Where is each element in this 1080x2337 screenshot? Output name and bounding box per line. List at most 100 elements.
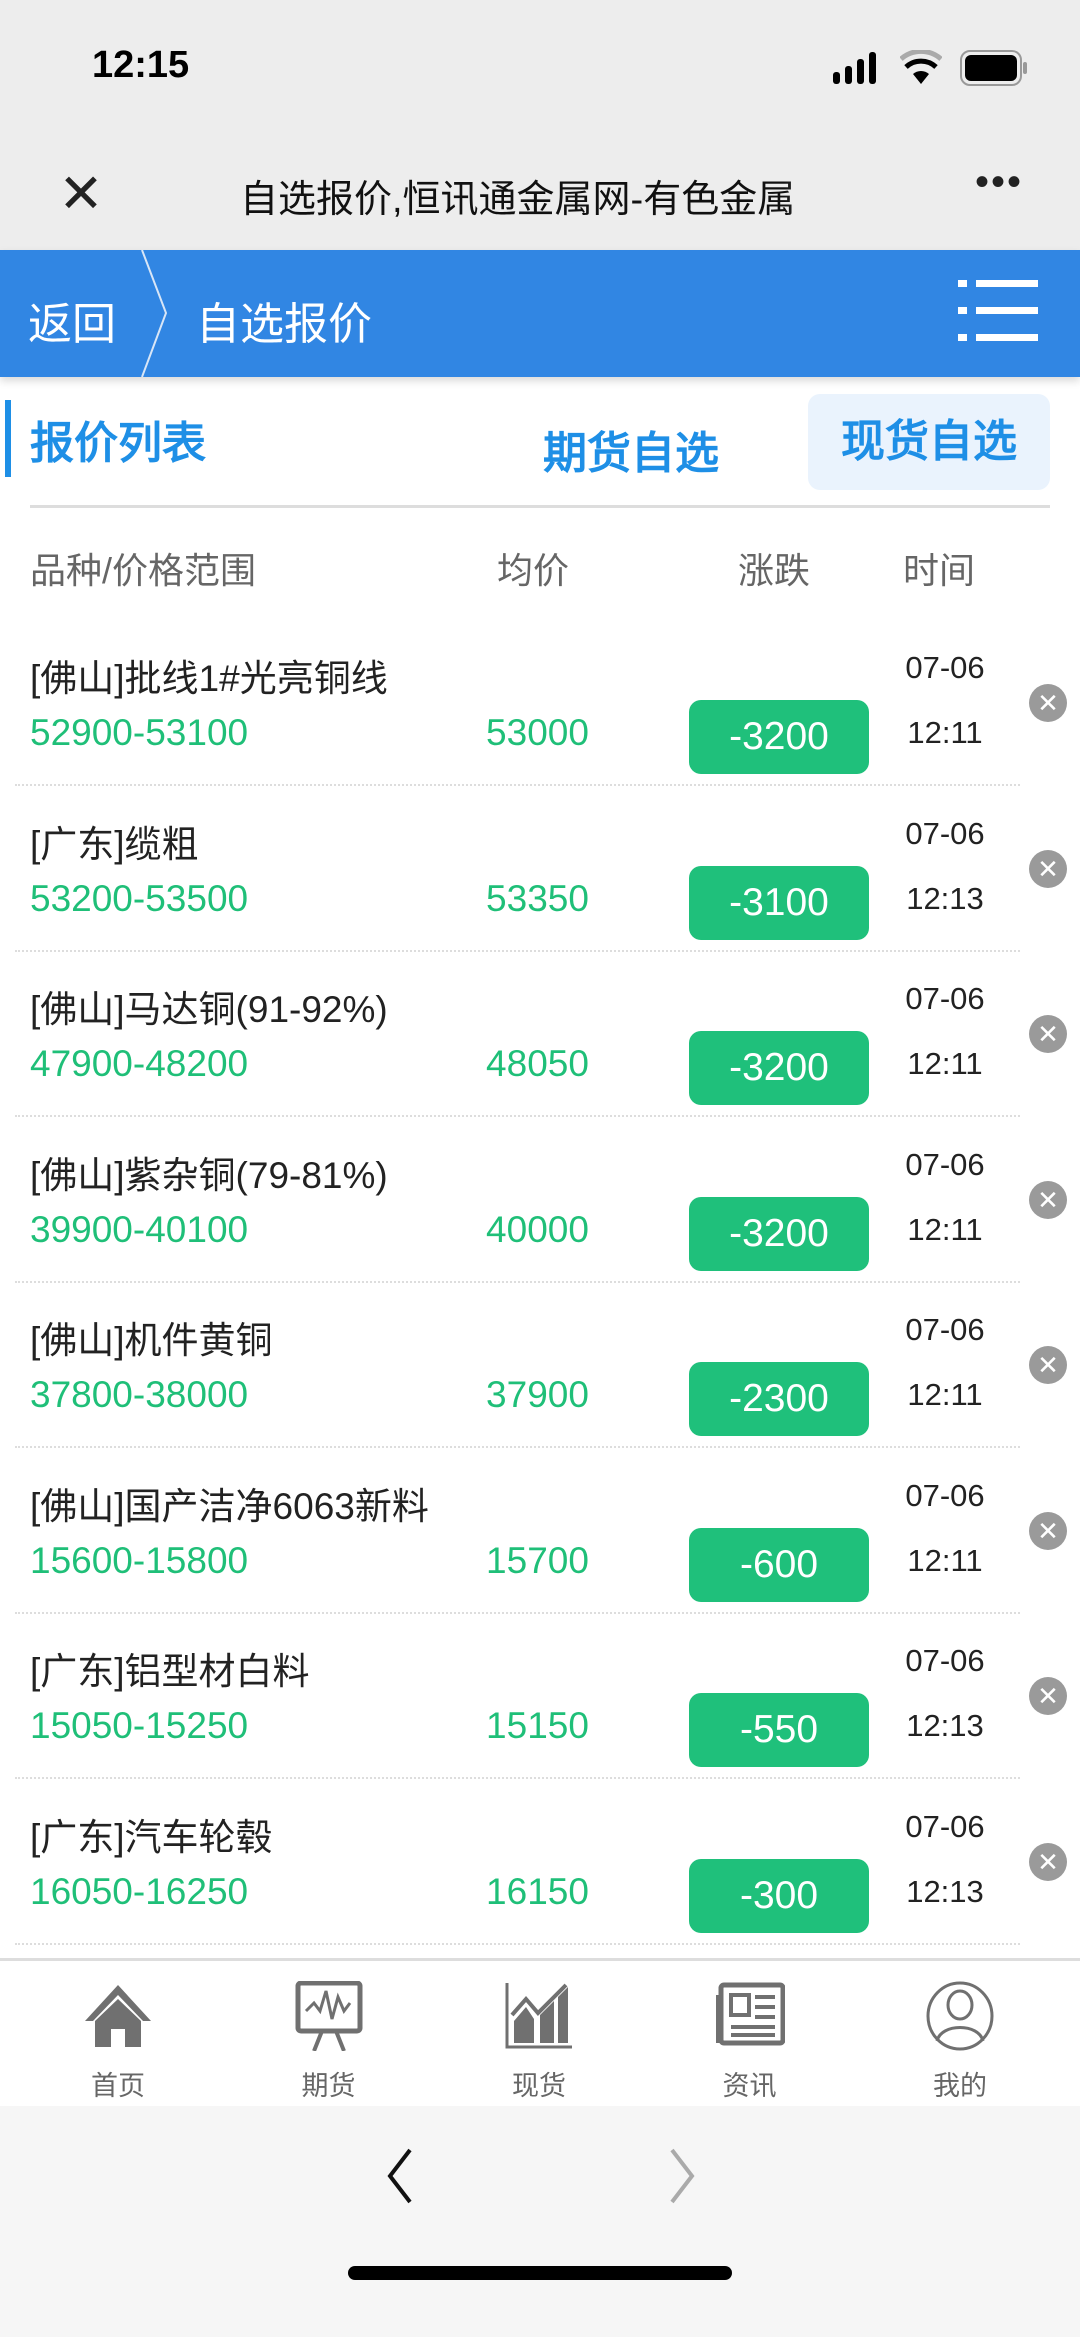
quote-date: 07-06 — [905, 1808, 985, 1844]
section-accent-bar — [5, 400, 11, 477]
item-name: [广东]缆粗 — [30, 823, 199, 865]
presentation-chart-icon — [295, 1981, 362, 2051]
page-title: 自选报价,恒讯通金属网-有色金属 — [240, 179, 796, 221]
tab-label: 现货 — [512, 2071, 566, 2101]
menu-list-icon[interactable] — [958, 280, 1038, 342]
remove-icon[interactable]: ✕ — [1029, 1015, 1067, 1053]
price-range: 39900-40100 — [30, 1208, 249, 1250]
change-badge: -3200 — [689, 1031, 869, 1105]
app-header: 返回 自选报价 — [0, 250, 1080, 377]
average-price: 40000 — [486, 1208, 589, 1250]
average-price: 48050 — [486, 1043, 589, 1084]
column-header-change: 涨跌 — [738, 550, 811, 591]
close-icon[interactable]: ✕ — [58, 164, 104, 224]
row-divider — [15, 1611, 1020, 1614]
quote-date: 07-06 — [905, 815, 985, 851]
status-bar: 12:15 — [0, 0, 1080, 140]
change-badge: -550 — [689, 1693, 869, 1767]
browser-back-icon[interactable] — [380, 2146, 420, 2206]
change-badge: -3200 — [689, 700, 869, 774]
quote-time: 12:13 — [906, 1708, 984, 1743]
row-divider — [15, 1777, 1020, 1779]
home-indicator — [348, 2266, 732, 2280]
quote-row[interactable]: [广东]汽车轮毂 16050-16250 16150 -300 07-06 12:13 ✕ — [0, 1779, 1080, 1945]
remove-icon[interactable]: ✕ — [1029, 1346, 1067, 1384]
price-range: 53200-53500 — [30, 877, 249, 919]
average-price: 16150 — [486, 1870, 589, 1912]
item-name: [广东]铝型材白料 — [30, 1651, 310, 1692]
row-divider — [15, 1446, 1020, 1448]
price-range: 15600-15800 — [30, 1539, 249, 1581]
section-title: 报价列表 — [30, 419, 206, 468]
tab-label: 资讯 — [722, 2071, 777, 2101]
price-range: 47900-48200 — [30, 1043, 249, 1084]
price-range: 37800-38000 — [30, 1374, 249, 1415]
quote-time: 12:11 — [907, 1046, 983, 1081]
tab-label: 期货 — [301, 2071, 356, 2101]
price-range: 15050-15250 — [30, 1705, 249, 1746]
bottom-tab-bar: 首页 期货 现货 资讯 我的 — [0, 1958, 1080, 2109]
tab-spot-watchlist[interactable]: 现货自选 — [808, 394, 1050, 490]
average-price: 53000 — [486, 712, 589, 753]
quote-row[interactable]: [佛山]国产洁净6063新料 15600-15800 15700 -600 07-06 1… — [0, 1448, 1080, 1614]
column-header-name: 品种/价格范围 — [30, 550, 257, 591]
change-badge: -3200 — [689, 1196, 869, 1271]
quote-row[interactable]: [广东]缆粗 53200-53500 53350 -3100 07-06 12:13 ✕ — [0, 786, 1080, 952]
column-header-avg: 均价 — [497, 550, 570, 591]
quote-time: 12:11 — [907, 1542, 983, 1578]
quote-date: 07-06 — [905, 1643, 985, 1678]
quote-row[interactable]: [广东]铝型材白料 15050-15250 15150 -550 07-06 12:13 ✕ — [0, 1613, 1080, 1779]
quote-time: 12:13 — [906, 1873, 984, 1909]
quote-row[interactable]: [佛山]机件黄铜 37800-38000 37900 -2300 07-06 12:11 ✕ — [0, 1282, 1080, 1448]
browser-toolbar — [0, 2106, 1080, 2337]
tab-newspaper[interactable]: 资讯 — [670, 1961, 830, 2108]
row-divider — [15, 1280, 1020, 1283]
change-badge: -2300 — [689, 1362, 869, 1436]
remove-icon[interactable]: ✕ — [1029, 1677, 1067, 1715]
breadcrumb-separator-icon — [141, 250, 168, 377]
home-icon — [85, 1985, 151, 2047]
remove-icon[interactable]: ✕ — [1029, 849, 1067, 888]
quote-time: 12:11 — [907, 1377, 983, 1412]
tab-label: 首页 — [91, 2071, 145, 2101]
breadcrumb: 自选报价 — [196, 300, 372, 349]
change-badge: -300 — [689, 1858, 869, 1933]
quote-time: 12:13 — [906, 880, 984, 916]
average-price: 53350 — [486, 877, 589, 919]
browser-forward-icon[interactable] — [662, 2146, 702, 2206]
average-price: 15150 — [486, 1705, 589, 1746]
row-divider — [15, 949, 1020, 952]
more-icon[interactable]: ••• — [975, 160, 1024, 204]
row-divider — [15, 1115, 1020, 1117]
signal-icon — [833, 52, 876, 84]
quote-row[interactable]: [佛山]紫杂铜(79-81%) 39900-40100 40000 -3200 07-0… — [0, 1117, 1080, 1283]
tab-home[interactable]: 首页 — [38, 1961, 198, 2108]
item-name: [佛山]国产洁净6063新料 — [30, 1485, 429, 1527]
remove-icon[interactable]: ✕ — [1029, 1842, 1067, 1881]
tab-futures-watchlist[interactable]: 期货自选 — [543, 429, 719, 478]
quote-date: 07-06 — [905, 1146, 985, 1182]
quote-time: 12:11 — [907, 1211, 983, 1247]
battery-icon — [960, 50, 1027, 86]
item-name: [佛山]马达铜(91-92%) — [30, 989, 388, 1030]
item-name: [佛山]机件黄铜 — [30, 1320, 273, 1361]
quote-row[interactable]: [佛山]马达铜(91-92%) 47900-48200 48050 -3200 07-0… — [0, 951, 1080, 1117]
tab-bar-chart[interactable]: 现货 — [459, 1961, 619, 2108]
quote-row[interactable]: [佛山]批线1#光亮铜线 52900-53100 53000 -3200 07-06 12… — [0, 620, 1080, 786]
remove-icon[interactable]: ✕ — [1029, 684, 1067, 722]
status-time: 12:15 — [92, 44, 190, 86]
tab-user[interactable]: 我的 — [880, 1961, 1040, 2108]
browser-title-bar: ✕ 自选报价,恒讯通金属网-有色金属 ••• — [0, 140, 1080, 250]
quote-date: 07-06 — [905, 1477, 985, 1513]
price-range: 16050-16250 — [30, 1870, 249, 1912]
wifi-icon — [900, 50, 942, 84]
remove-icon[interactable]: ✕ — [1029, 1180, 1067, 1219]
divider — [30, 505, 1050, 508]
remove-icon[interactable]: ✕ — [1029, 1511, 1067, 1550]
quote-time: 12:11 — [907, 715, 983, 750]
item-name: [佛山]紫杂铜(79-81%) — [30, 1154, 388, 1196]
tab-presentation-chart[interactable]: 期货 — [249, 1961, 409, 2108]
back-button[interactable]: 返回 — [28, 300, 116, 349]
section-header: 报价列表 期货自选 现货自选 — [0, 377, 1080, 507]
price-range: 52900-53100 — [30, 712, 249, 753]
